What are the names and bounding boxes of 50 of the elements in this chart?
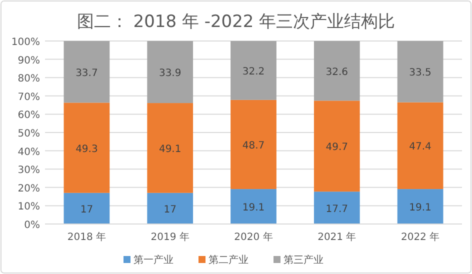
y-tick-label: 10% <box>18 202 40 213</box>
y-tick-label: 80% <box>18 74 40 85</box>
x-tick-label: 2022 年 <box>400 231 440 243</box>
y-tick-label: 30% <box>18 165 40 176</box>
data-label: 33.5 <box>409 68 432 79</box>
bar <box>314 100 360 192</box>
y-tick-label: 40% <box>18 146 40 158</box>
y-tick-label: 20% <box>18 183 40 194</box>
bar <box>397 41 444 102</box>
data-label: 32.6 <box>326 66 348 78</box>
bar <box>64 102 110 193</box>
data-label: 19.1 <box>242 202 265 214</box>
y-tick-label: 100% <box>11 37 40 48</box>
bar <box>230 100 276 190</box>
bar <box>147 103 194 193</box>
y-tick-label: 60% <box>18 110 40 122</box>
bar <box>397 189 444 224</box>
data-label: 48.7 <box>242 140 265 152</box>
bar <box>314 41 360 101</box>
data-label: 17 <box>80 204 94 216</box>
legend-label: 第三产业 <box>284 254 324 266</box>
x-tick-label: 2021 年 <box>318 231 356 243</box>
data-label: 33.9 <box>158 68 182 80</box>
data-label: 49.1 <box>158 144 182 155</box>
data-label: 17 <box>164 204 176 216</box>
x-tick-label: 2019 年 <box>150 231 190 243</box>
data-label: 47.4 <box>409 142 432 153</box>
bar <box>230 189 276 224</box>
data-label: 49.3 <box>76 144 98 155</box>
bar <box>64 41 110 103</box>
data-label: 33.7 <box>76 68 98 79</box>
bar <box>314 192 360 224</box>
bar <box>64 192 110 224</box>
bar <box>147 41 194 104</box>
bar <box>230 41 276 100</box>
data-label: 32.2 <box>242 66 265 78</box>
legend-label: 第二产业 <box>208 254 248 266</box>
x-tick-label: 2020 年 <box>234 231 273 243</box>
data-label: 49.7 <box>326 142 348 154</box>
bar <box>397 102 444 190</box>
y-tick-label: 50% <box>18 128 40 140</box>
bar <box>147 192 194 224</box>
y-tick-label: 0% <box>24 220 40 231</box>
data-label: 17.7 <box>326 204 348 215</box>
data-label: 19.1 <box>409 202 432 214</box>
y-tick-label: 90% <box>18 55 40 66</box>
chart-title: 图二： 2018 年 -2022 年三次产业结构比 <box>76 12 396 32</box>
legend-label: 第一产业 <box>134 254 174 266</box>
y-tick-label: 70% <box>18 92 40 103</box>
x-tick-label: 2018 年 <box>67 231 106 243</box>
